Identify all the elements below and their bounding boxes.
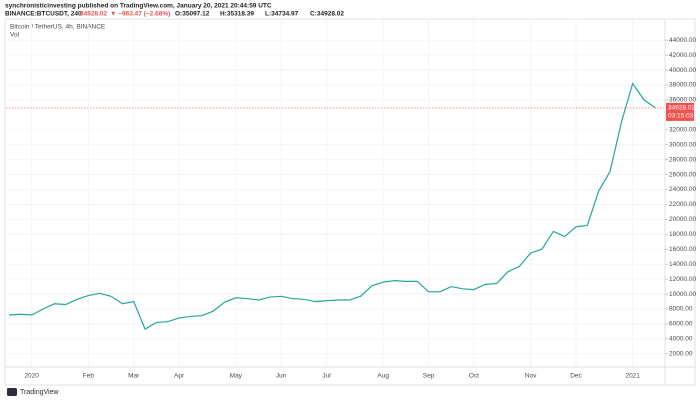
close: C:34928.02	[310, 11, 344, 18]
x-tick-label: May	[230, 373, 243, 380]
x-tick-label: Sep	[423, 373, 435, 380]
y-tick-label: 38000.00	[669, 82, 696, 89]
y-tick-label: 12000.00	[669, 276, 696, 283]
logo: TradingView	[7, 388, 59, 396]
open: O:35097.12	[175, 11, 210, 18]
y-tick-label: 6000.00	[669, 321, 693, 328]
price-line	[8, 82, 656, 331]
y-tick-label: 16000.00	[669, 246, 696, 253]
x-tick-label: 2021	[625, 373, 640, 380]
y-tick-label: 8000.00	[669, 306, 693, 313]
y-tick-label: 14000.00	[669, 261, 696, 268]
x-tick-label: Nov	[525, 373, 537, 380]
last: 34928.02	[80, 11, 107, 18]
y-tick-label: 44000.00	[669, 37, 696, 44]
y-tick-label: 10000.00	[669, 291, 696, 298]
y-tick-label: 4000.00	[669, 336, 693, 343]
countdown: 03:15:03	[668, 113, 694, 120]
price-box	[666, 102, 694, 121]
x-tick-label: 2020	[24, 373, 39, 380]
last-price-label: 34928.02	[668, 105, 695, 112]
y-tick-label: 26000.00	[669, 171, 696, 178]
y-tick-label: 28000.00	[669, 156, 696, 163]
x-tick-label: Jun	[276, 373, 287, 380]
frame	[4, 18, 696, 386]
y-tick-label: 18000.00	[669, 231, 696, 238]
subtitle: Vol	[10, 32, 20, 39]
publisher: synchronisticinvesting published on Trad…	[5, 3, 272, 10]
x-tick-label: Dec	[570, 373, 582, 380]
x-tick-label: Feb	[83, 373, 95, 380]
change: ▼ −963.47 (−2.68%)	[110, 11, 170, 18]
x-tick-label: Mar	[128, 373, 140, 380]
brand: TradingView	[20, 389, 59, 396]
y-tick-label: 36000.00	[669, 97, 696, 104]
y-tick-label: 24000.00	[669, 186, 696, 193]
high: H:35318.39	[220, 11, 254, 18]
x-tick-label: Aug	[377, 373, 389, 380]
x-tick-label: Jul	[322, 373, 331, 380]
y-tick-label: 32000.00	[669, 126, 696, 133]
y-tick-label: 2000.00	[669, 351, 693, 358]
low: L:34734.97	[265, 11, 299, 18]
x-tick-label: Apr	[174, 373, 185, 380]
y-tick-label: 42000.00	[669, 52, 696, 59]
y-tick-label: 22000.00	[669, 201, 696, 208]
chart-title: Bitcoin / TetherUS, 4h, BINANCE	[10, 24, 106, 31]
y-tick-label: 40000.00	[669, 67, 696, 74]
symbol: BINANCE:BTCUSDT, 240	[5, 11, 82, 18]
y-tick-label: 30000.00	[669, 141, 696, 148]
y-tick-label: 20000.00	[669, 216, 696, 223]
x-tick-label: Oct	[469, 373, 479, 380]
